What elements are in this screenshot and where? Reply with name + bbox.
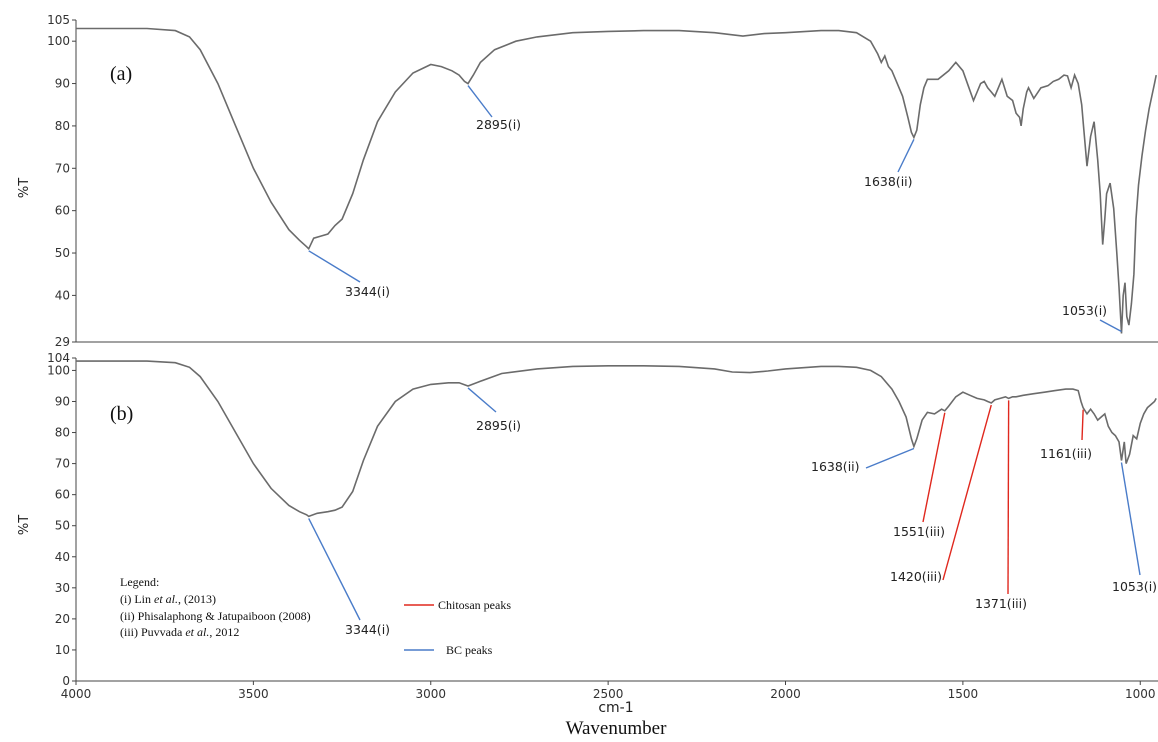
- panel-b-x-ticks: 4000 3500 3000 2500 2000 1500 1000: [61, 681, 1156, 701]
- peak-leader-line: [865, 447, 915, 469]
- y-tick-label: 10: [55, 643, 70, 657]
- peak-leader-line: [467, 85, 493, 118]
- y-tick-label: 20: [55, 612, 70, 626]
- y-tick-label: 40: [55, 288, 70, 302]
- panel-a: 105 100 90 80 70 60 50 40 29 (a) %T 3344(i) 2895(…: [17, 13, 1158, 349]
- panel-b-spectrum-line: [76, 360, 1157, 518]
- panel-a-spectrum-line: [76, 27, 1157, 334]
- y-tick-label: 40: [55, 550, 70, 564]
- panel-a-y-ticks: 105 100 90 80 70 60 50 40 29: [47, 13, 76, 349]
- legend: Legend: (i) Lin et al., (2013) (ii) Phis…: [120, 575, 511, 657]
- y-tick-label: 60: [55, 204, 70, 218]
- x-tick-label: 1500: [948, 687, 979, 701]
- y-tick-label: 80: [55, 119, 70, 133]
- x-tick-label: 2500: [593, 687, 624, 701]
- peak-label: 3344(i): [345, 622, 390, 637]
- legend-ref-1: (i) Lin et al., (2013): [120, 592, 216, 606]
- panel-b-label: (b): [110, 403, 133, 425]
- legend-ref-3: (iii) Puvvada et al., 2012: [120, 625, 239, 639]
- peak-label: 1161(iii): [1040, 446, 1092, 461]
- peak-leader-line: [308, 518, 361, 621]
- peak-label: 1638(ii): [864, 174, 913, 189]
- peak-label: 3344(i): [345, 284, 390, 299]
- panel-a-annotations: 3344(i) 2895(i) 1638(ii) 1053(i): [308, 85, 1122, 333]
- x-tick-label: 2000: [770, 687, 801, 701]
- x-tick-label: 4000: [61, 687, 92, 701]
- peak-leader-line: [1007, 400, 1010, 595]
- peak-leader-line: [942, 404, 992, 581]
- y-tick-label: 70: [55, 457, 70, 471]
- panel-b-y-label: %T: [17, 515, 32, 535]
- peak-leader-line: [897, 139, 915, 173]
- y-tick-label: 100: [47, 34, 70, 48]
- y-tick-label: 29: [55, 335, 70, 349]
- legend-bc-label: BC peaks: [446, 643, 493, 657]
- peak-label: 1551(iii): [893, 524, 945, 539]
- peak-label: 2895(i): [476, 418, 521, 433]
- y-tick-label: 105: [47, 13, 70, 27]
- peak-label: 1053(i): [1112, 579, 1157, 594]
- y-tick-label: 0: [62, 674, 70, 688]
- panel-a-label: (a): [110, 63, 132, 85]
- y-tick-label: 50: [55, 246, 70, 260]
- peak-leader-line: [308, 250, 361, 283]
- panel-a-y-label: %T: [17, 178, 32, 198]
- peak-label: 1053(i): [1062, 303, 1107, 318]
- y-tick-label: 60: [55, 488, 70, 502]
- peak-leader-line: [467, 387, 497, 413]
- y-tick-label: 50: [55, 519, 70, 533]
- peak-label: 2895(i): [476, 117, 521, 132]
- peak-label: 1371(iii): [975, 596, 1027, 611]
- panel-b-annotations: 3344(i) 2895(i) 1638(ii) 1551(iii) 1420(iii)…: [308, 387, 1157, 637]
- x-axis-title: Wavenumber: [566, 718, 667, 739]
- peak-label: 1638(ii): [811, 459, 860, 474]
- x-axis-unit: cm-1: [598, 700, 633, 716]
- peak-leader-line: [1099, 319, 1122, 333]
- x-tick-label: 1000: [1125, 687, 1156, 701]
- y-tick-label: 80: [55, 426, 70, 440]
- y-tick-label: 70: [55, 161, 70, 175]
- y-tick-label: 90: [55, 394, 70, 408]
- x-tick-label: 3500: [238, 687, 269, 701]
- legend-ref-2: (ii) Phisalaphong & Jatupaiboon (2008): [120, 609, 311, 623]
- x-tick-label: 3000: [415, 687, 446, 701]
- y-tick-label: 90: [55, 77, 70, 91]
- y-tick-label: 100: [47, 363, 70, 377]
- y-tick-label: 104: [47, 351, 70, 365]
- y-tick-label: 30: [55, 581, 70, 595]
- legend-title: Legend:: [120, 575, 159, 589]
- peak-leader-line: [1120, 462, 1141, 576]
- peak-leader-line: [922, 412, 946, 523]
- peak-label: 1420(iii): [890, 569, 942, 584]
- peak-leader-line: [1081, 409, 1084, 441]
- legend-chitosan-label: Chitosan peaks: [438, 598, 511, 612]
